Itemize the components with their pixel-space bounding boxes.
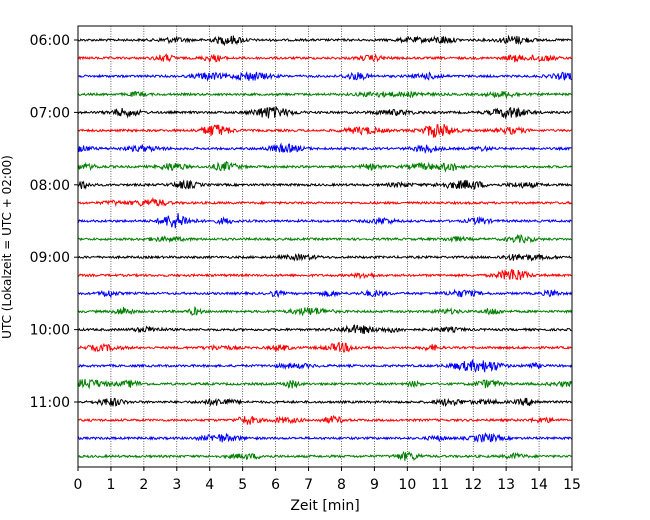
x-tick-label: 4: [205, 477, 214, 493]
plot-frame: [77, 25, 573, 468]
plot-area: [78, 26, 572, 467]
x-tick-label: 9: [370, 477, 379, 493]
x-tick-label: 14: [530, 477, 548, 493]
trace-line: [77, 106, 572, 120]
x-axis-label: Zeit [min]: [290, 498, 359, 514]
x-axis: 0 1 2 3 4 5 6 7 8 9 10 11 12 13 14 15: [74, 467, 581, 493]
x-tick-label: 10: [398, 477, 416, 493]
y-tick-label: 11:00: [30, 395, 70, 411]
x-tick-label: 12: [464, 477, 482, 493]
trace-line: [77, 34, 572, 47]
trace-line: [77, 196, 572, 208]
trace-line: [77, 179, 572, 191]
y-axis: 06:00 07:00 08:00 09:00 10:00 11:00: [30, 33, 78, 411]
x-tick-label: 7: [304, 477, 313, 493]
trace-line: [77, 414, 572, 425]
trace-line: [77, 431, 572, 443]
trace-line: [77, 233, 572, 244]
x-tick-label: 5: [238, 477, 247, 493]
x-tick-label: 6: [271, 477, 280, 493]
x-tick-label: 13: [497, 477, 515, 493]
x-tick-label: 1: [106, 477, 115, 493]
y-axis-label: UTC (Lokalzeit = UTC + 02:00): [0, 155, 14, 339]
traces-group: [77, 34, 572, 461]
trace-line: [77, 53, 572, 63]
y-tick-label: 10:00: [30, 323, 70, 339]
x-tick-label: 8: [337, 477, 346, 493]
trace-line: [77, 253, 572, 262]
x-tick-label: 15: [563, 477, 581, 493]
trace-line: [77, 324, 572, 334]
trace-line: [77, 378, 572, 390]
trace-line: [77, 213, 572, 229]
x-tick-label: 0: [74, 477, 83, 493]
trace-line: [77, 342, 572, 353]
trace-line: [77, 268, 572, 281]
y-tick-label: 09:00: [30, 250, 70, 266]
trace-line: [77, 305, 572, 317]
trace-line: [77, 397, 572, 407]
trace-line: [77, 123, 572, 138]
x-tick-label: 2: [139, 477, 148, 493]
trace-line: [77, 160, 572, 173]
y-tick-label: 08:00: [30, 178, 70, 194]
trace-line: [77, 358, 572, 373]
trace-line: [77, 70, 572, 82]
grid-lines: [110, 26, 540, 467]
trace-line: [77, 450, 572, 461]
trace-line: [77, 288, 572, 299]
trace-line: [77, 90, 572, 100]
x-tick-label: 3: [172, 477, 181, 493]
x-tick-label: 11: [431, 477, 449, 493]
trace-line: [77, 142, 572, 155]
y-tick-label: 06:00: [30, 33, 70, 49]
y-tick-label: 07:00: [30, 105, 70, 121]
